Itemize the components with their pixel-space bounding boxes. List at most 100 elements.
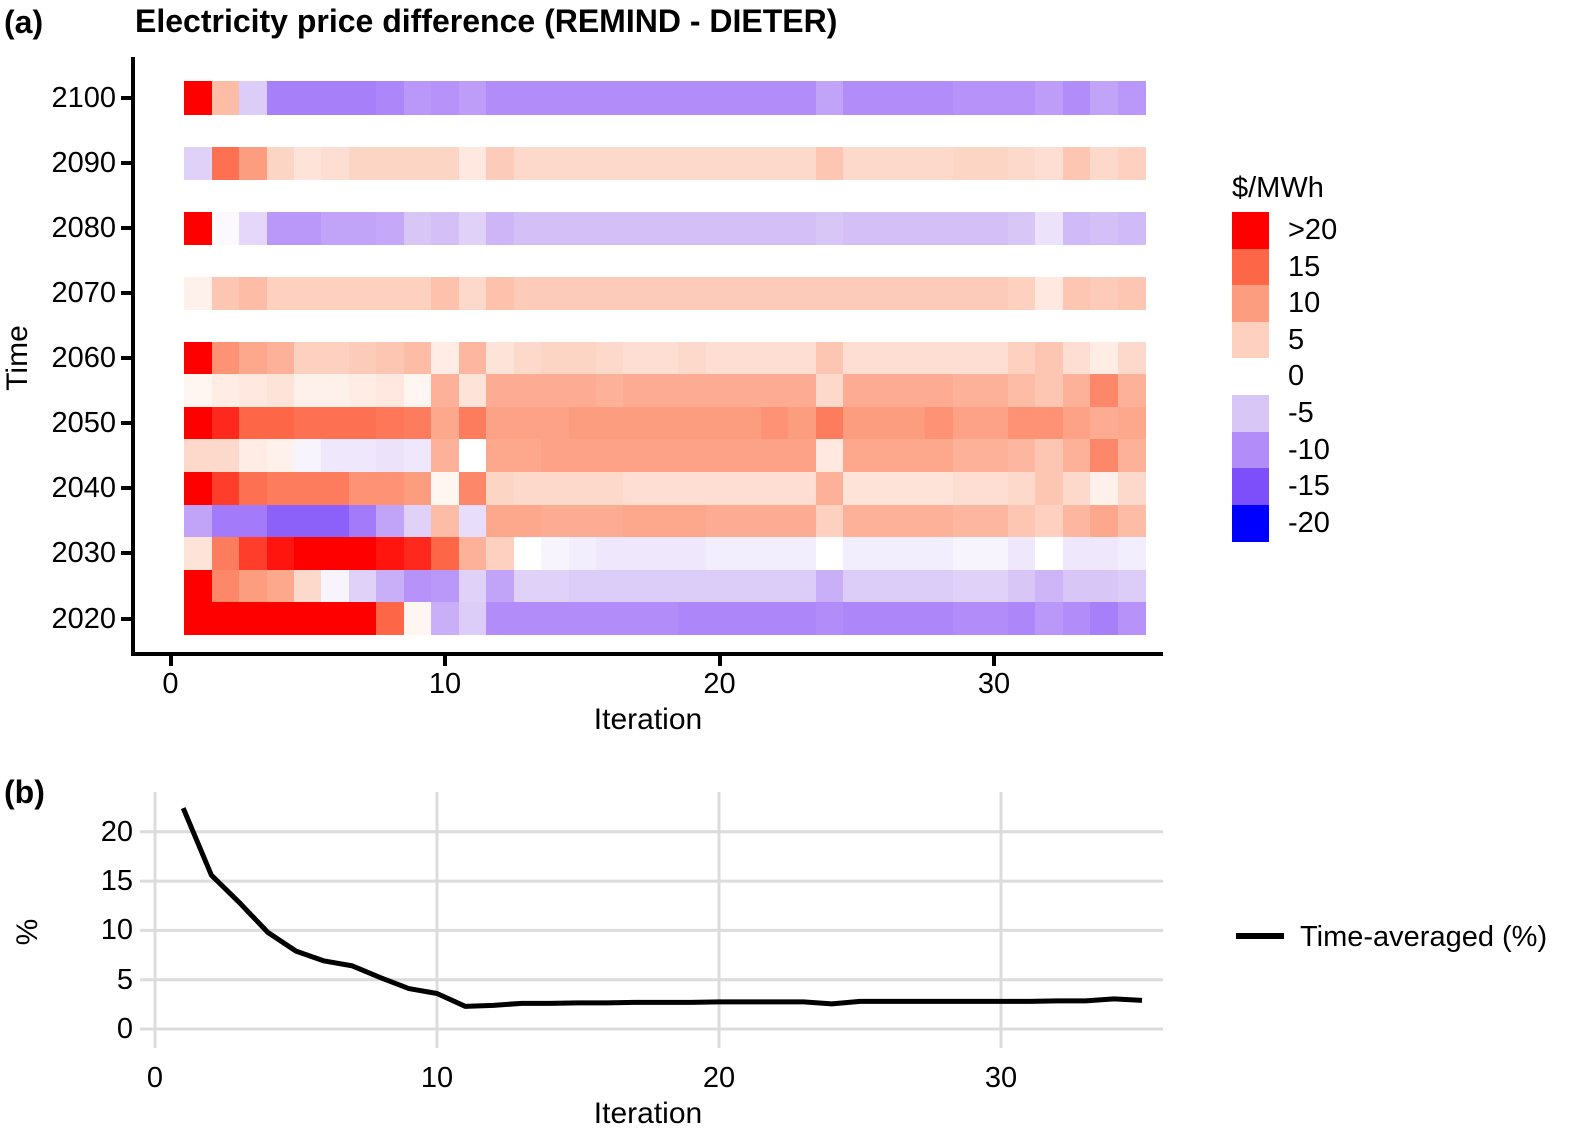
heatmap-cell xyxy=(1062,602,1091,636)
heatmap-cell xyxy=(815,374,844,408)
legend-a-value-label: >20 xyxy=(1288,214,1338,246)
heatmap-cell xyxy=(431,341,460,375)
heatmap-cell xyxy=(678,439,707,473)
heatmap-cell xyxy=(733,81,762,115)
heatmap-cell xyxy=(321,602,350,636)
heatmap-cell xyxy=(760,602,789,636)
heatmap-cell xyxy=(458,602,487,636)
heatmap-cell xyxy=(870,211,899,245)
heatmap-cell xyxy=(1090,374,1119,408)
heatmap-cell xyxy=(980,211,1009,245)
heatmap-cell xyxy=(925,374,954,408)
heatmap-cell xyxy=(184,504,213,538)
heatmap-cell xyxy=(541,439,570,473)
heatmap-cell xyxy=(294,211,323,245)
heatmap-cell xyxy=(184,406,213,441)
heatmap-cell xyxy=(431,374,460,408)
heatmap-cell xyxy=(1090,406,1119,441)
heatmap-cell xyxy=(733,569,762,603)
heatmap-cell xyxy=(513,569,542,603)
legend-b-line-swatch xyxy=(1236,933,1284,939)
heatmap-cell xyxy=(1090,341,1119,375)
heatmap-cell xyxy=(595,569,625,603)
panel-b-label: (b) xyxy=(4,774,45,810)
heatmap-cell xyxy=(650,602,679,636)
heatmap-cell xyxy=(678,341,707,375)
heatmap-cell xyxy=(1035,569,1064,603)
heatmap-cell xyxy=(184,211,213,245)
heatmap-cell xyxy=(733,406,762,441)
heatmap-cell xyxy=(623,569,652,603)
heatmap-cell xyxy=(815,602,844,636)
heatmap-cell xyxy=(788,211,817,245)
heatmap-cell xyxy=(239,406,268,441)
heatmap-cell xyxy=(541,602,570,636)
heatmap-cell xyxy=(348,439,377,473)
y-tick-label-a: 2040 xyxy=(51,472,116,505)
legend-a-swatch xyxy=(1232,248,1269,286)
heatmap-cell xyxy=(239,374,268,408)
heatmap-cell xyxy=(815,569,844,603)
heatmap-cell xyxy=(870,276,899,310)
heatmap-cell xyxy=(1062,276,1091,310)
heatmap-cell xyxy=(925,146,954,180)
heatmap-cell xyxy=(321,211,350,245)
heatmap-cell xyxy=(980,81,1009,115)
heatmap-cell xyxy=(568,81,597,115)
heatmap-cell xyxy=(376,537,405,571)
heatmap-cell xyxy=(788,602,817,636)
heatmap-cell xyxy=(486,146,515,180)
heatmap-cell xyxy=(623,406,652,441)
heatmap-cell xyxy=(595,504,625,538)
heatmap-cell xyxy=(376,439,405,473)
heatmap-cell xyxy=(541,569,570,603)
heatmap-cell xyxy=(431,569,460,603)
heatmap-cell xyxy=(376,81,405,115)
heatmap-cell xyxy=(1007,81,1036,115)
heatmap-cell xyxy=(184,374,213,408)
heatmap-cell xyxy=(705,439,734,473)
heatmap-cell xyxy=(925,472,954,506)
heatmap-cell xyxy=(788,341,817,375)
heatmap-cell xyxy=(952,276,981,310)
heatmap-cell xyxy=(239,439,268,473)
heatmap-cell xyxy=(788,406,817,441)
x-axis-line-a xyxy=(131,652,1163,656)
heatmap-cell xyxy=(294,276,323,310)
heatmap-cell xyxy=(541,146,570,180)
heatmap-cell xyxy=(348,341,377,375)
heatmap-cell xyxy=(431,602,460,636)
heatmap-cell xyxy=(843,406,872,441)
heatmap-cell xyxy=(321,537,350,571)
heatmap-cell xyxy=(623,439,652,473)
heatmap-cell xyxy=(760,341,789,375)
heatmap-cell xyxy=(788,146,817,180)
heatmap-cell xyxy=(403,406,432,441)
heatmap-cell xyxy=(760,81,789,115)
heatmap-cell xyxy=(843,537,872,571)
heatmap-cell xyxy=(211,341,240,375)
heatmap-cell xyxy=(486,439,515,473)
heatmap-cell xyxy=(650,341,679,375)
legend-a-title: $/MWh xyxy=(1232,172,1324,204)
heatmap-cell xyxy=(1090,504,1119,538)
heatmap-cell xyxy=(1007,472,1036,506)
heatmap-cell xyxy=(815,81,844,115)
heatmap-cell xyxy=(266,81,295,115)
heatmap-cell xyxy=(623,81,652,115)
y-tick-mark-a xyxy=(121,160,131,165)
heatmap-cell xyxy=(595,406,625,441)
heatmap-cell xyxy=(486,276,515,310)
x-tick-mark-a xyxy=(168,656,173,666)
heatmap-cell xyxy=(348,211,377,245)
heatmap-cell xyxy=(870,341,899,375)
heatmap-cell xyxy=(788,439,817,473)
heatmap-cell xyxy=(541,472,570,506)
heatmap-cell xyxy=(705,537,734,571)
heatmap-cell xyxy=(843,146,872,180)
legend-a-swatch xyxy=(1232,321,1269,359)
heatmap-cell xyxy=(1090,146,1119,180)
legend-a-swatch xyxy=(1232,285,1269,323)
heatmap-cell xyxy=(925,406,954,441)
